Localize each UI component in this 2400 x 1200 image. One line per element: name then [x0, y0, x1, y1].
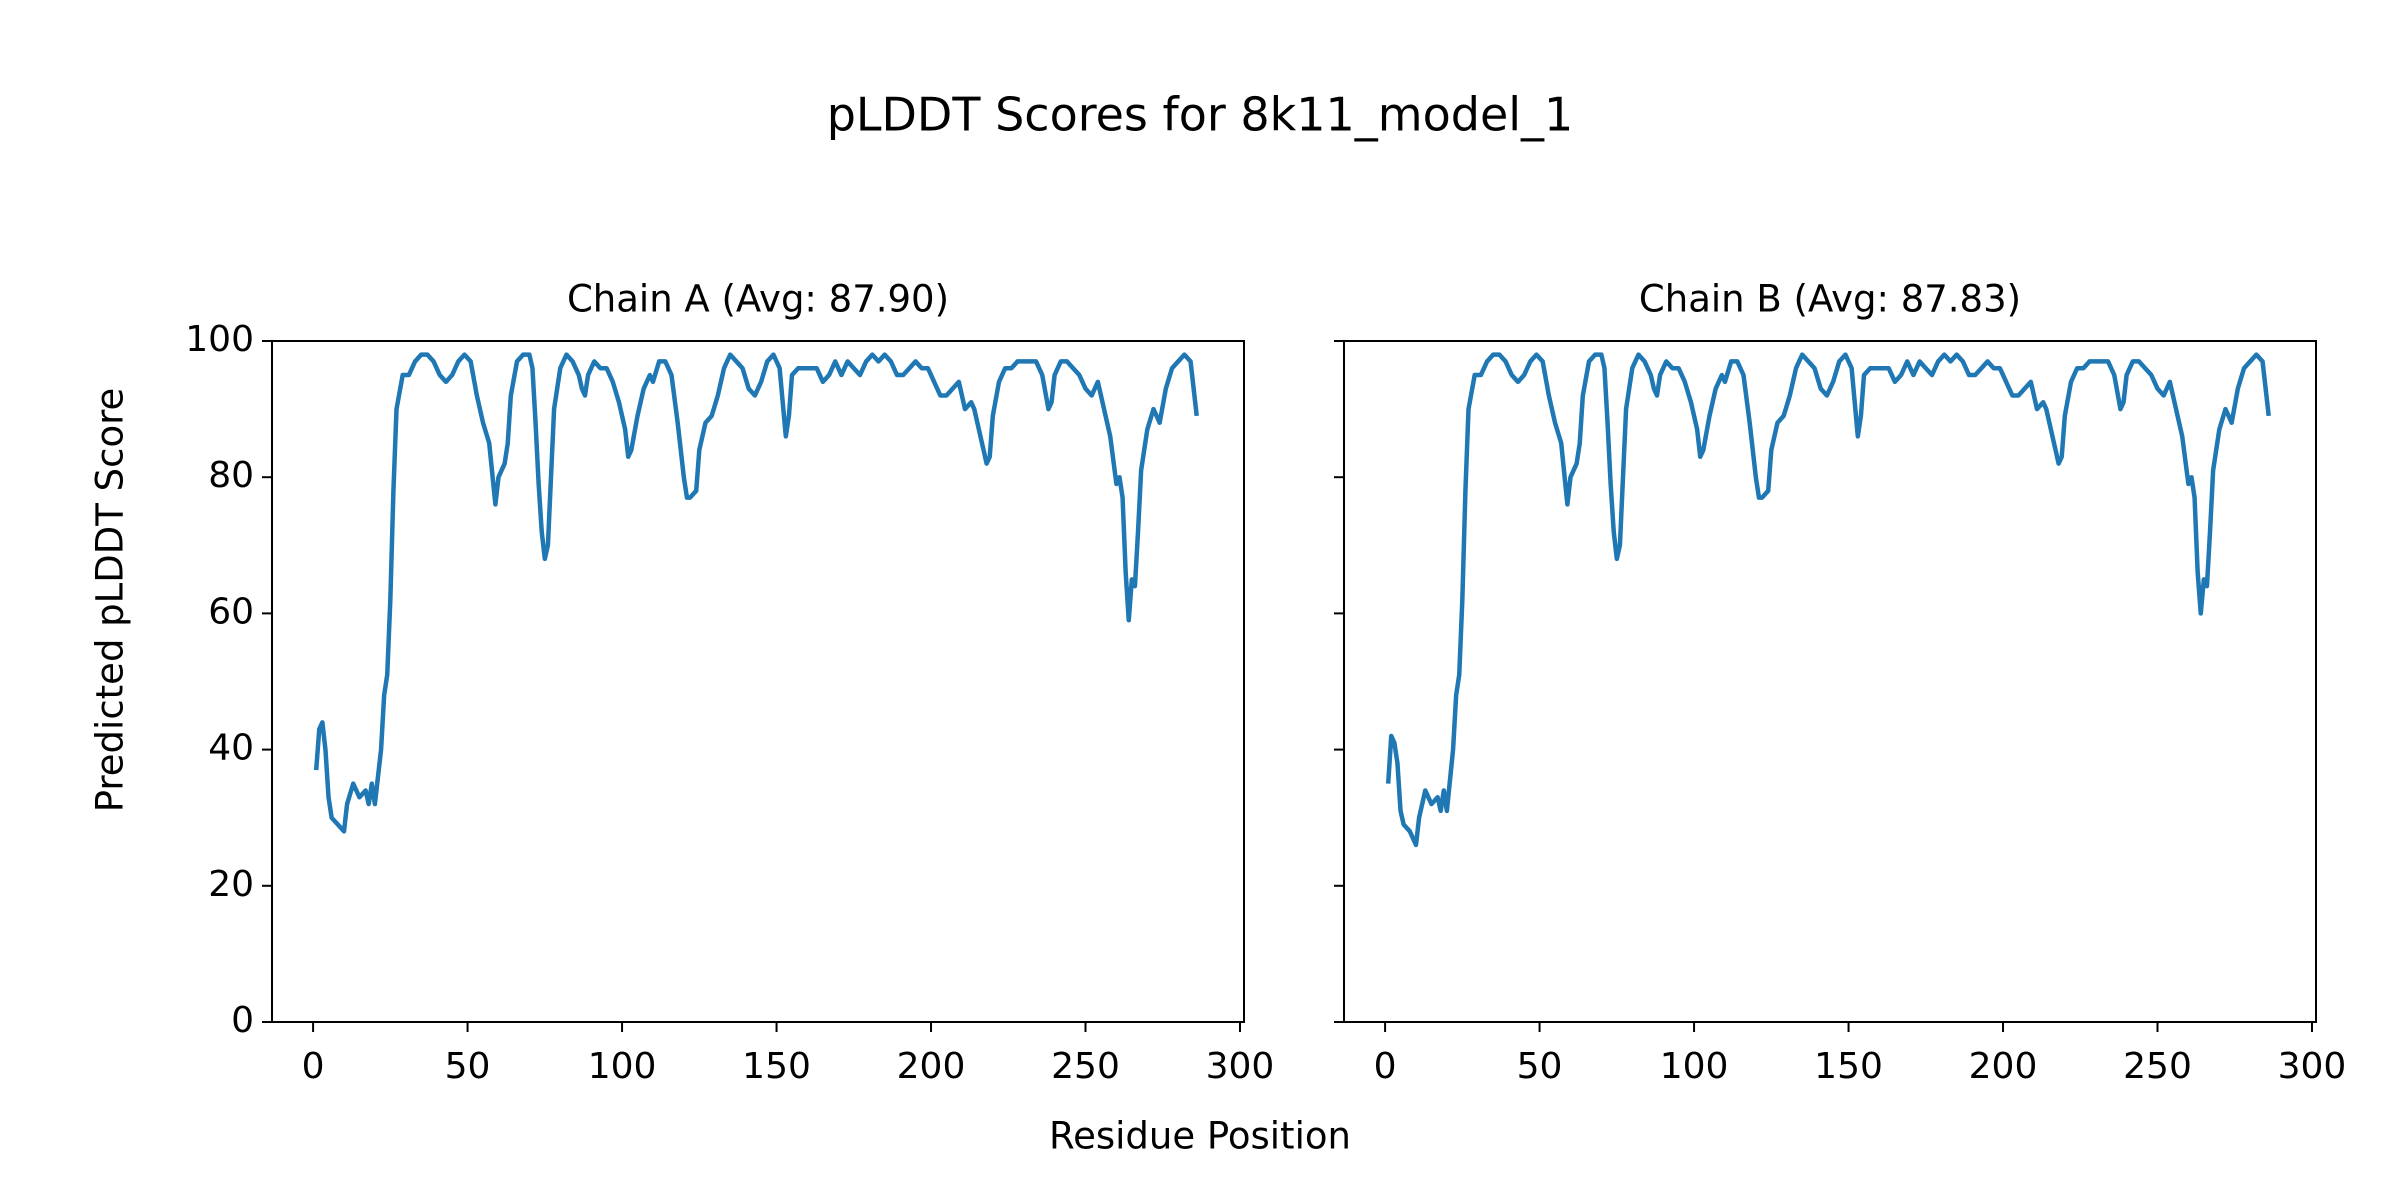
- x-tick-label: 0: [1374, 1046, 1397, 1087]
- data-line: [1385, 352, 2271, 848]
- subplot-title: Chain B (Avg: 87.83): [1639, 278, 2021, 321]
- axes-frame: [271, 340, 1245, 1023]
- data-line: [313, 352, 1199, 834]
- x-tick-label: 300: [1206, 1046, 1275, 1087]
- y-tick-label: 0: [231, 1000, 254, 1041]
- x-tick-label: 50: [445, 1046, 491, 1087]
- y-axis-label: Predicted pLDDT Score: [89, 388, 132, 813]
- y-tick-label: 40: [208, 728, 254, 769]
- subplot-title: Chain A (Avg: 87.90): [567, 278, 949, 321]
- y-tick-label: 100: [185, 319, 254, 360]
- x-tick-label: 200: [897, 1046, 966, 1087]
- x-tick-label: 250: [1051, 1046, 1120, 1087]
- y-tick-label: 60: [208, 591, 254, 632]
- x-tick-label: 100: [588, 1046, 657, 1087]
- x-tick-label: 150: [1814, 1046, 1883, 1087]
- x-tick-label: 0: [302, 1046, 325, 1087]
- y-tick-label: 80: [208, 455, 254, 496]
- x-axis-label: Residue Position: [1049, 1115, 1351, 1158]
- x-tick-label: 150: [742, 1046, 811, 1087]
- x-tick-label: 250: [2123, 1046, 2192, 1087]
- x-tick-label: 100: [1660, 1046, 1729, 1087]
- y-tick-label: 20: [208, 864, 254, 905]
- x-tick-label: 200: [1969, 1046, 2038, 1087]
- x-tick-label: 300: [2278, 1046, 2347, 1087]
- figure-title: pLDDT Scores for 8k11_model_1: [827, 88, 1574, 142]
- axes-frame: [1343, 340, 2317, 1023]
- x-tick-label: 50: [1517, 1046, 1563, 1087]
